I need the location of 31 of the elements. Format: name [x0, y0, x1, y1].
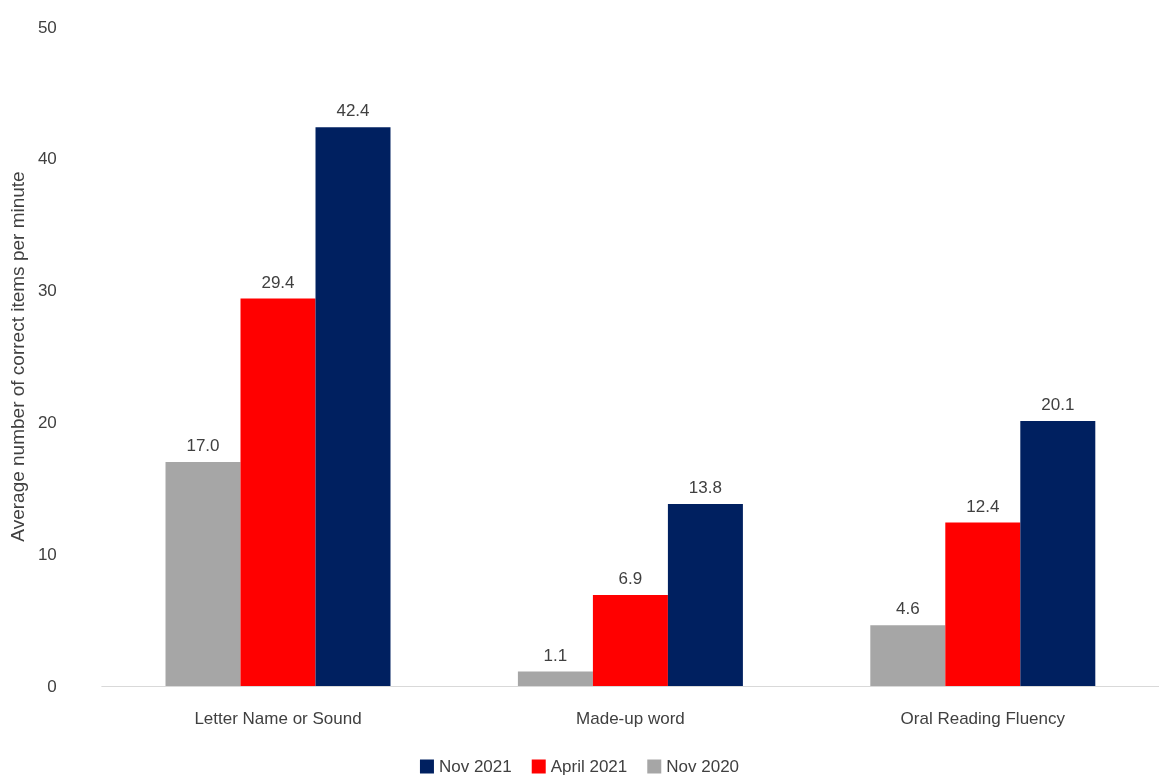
data-label: 20.1 [1041, 395, 1075, 415]
bar [945, 522, 1021, 686]
legend-label: Nov 2021 [438, 757, 512, 776]
y-tick-label: 40 [37, 149, 57, 169]
data-label: 12.4 [966, 496, 1000, 516]
bar [315, 127, 391, 686]
bar [240, 298, 316, 686]
data-label: 42.4 [336, 101, 370, 121]
bar [667, 504, 743, 686]
x-tick-label: Oral Reading Fluency [900, 709, 1066, 728]
data-label: 1.1 [543, 645, 568, 665]
x-tick-label: Made-up word [576, 709, 685, 728]
y-tick-label: 10 [37, 544, 57, 564]
legend-label: Nov 2020 [666, 757, 740, 776]
data-label: 4.6 [895, 599, 920, 619]
data-label: 13.8 [688, 478, 722, 498]
y-tick-label: 50 [37, 17, 57, 37]
data-label: 17.0 [186, 435, 220, 455]
y-tick-label: 30 [37, 281, 57, 301]
bar [517, 671, 593, 686]
bar [165, 461, 241, 686]
x-tick-label: Letter Name or Sound [194, 709, 362, 728]
legend-label: April 2021 [550, 757, 628, 776]
bar [592, 595, 668, 686]
data-label: 29.4 [261, 272, 295, 292]
y-axis-title: Average number of correct items per minute [7, 171, 28, 542]
bar [1020, 421, 1096, 686]
y-tick-label: 0 [47, 676, 57, 696]
bar [870, 625, 946, 686]
y-tick-label: 20 [37, 412, 57, 432]
data-label: 6.9 [618, 569, 643, 589]
